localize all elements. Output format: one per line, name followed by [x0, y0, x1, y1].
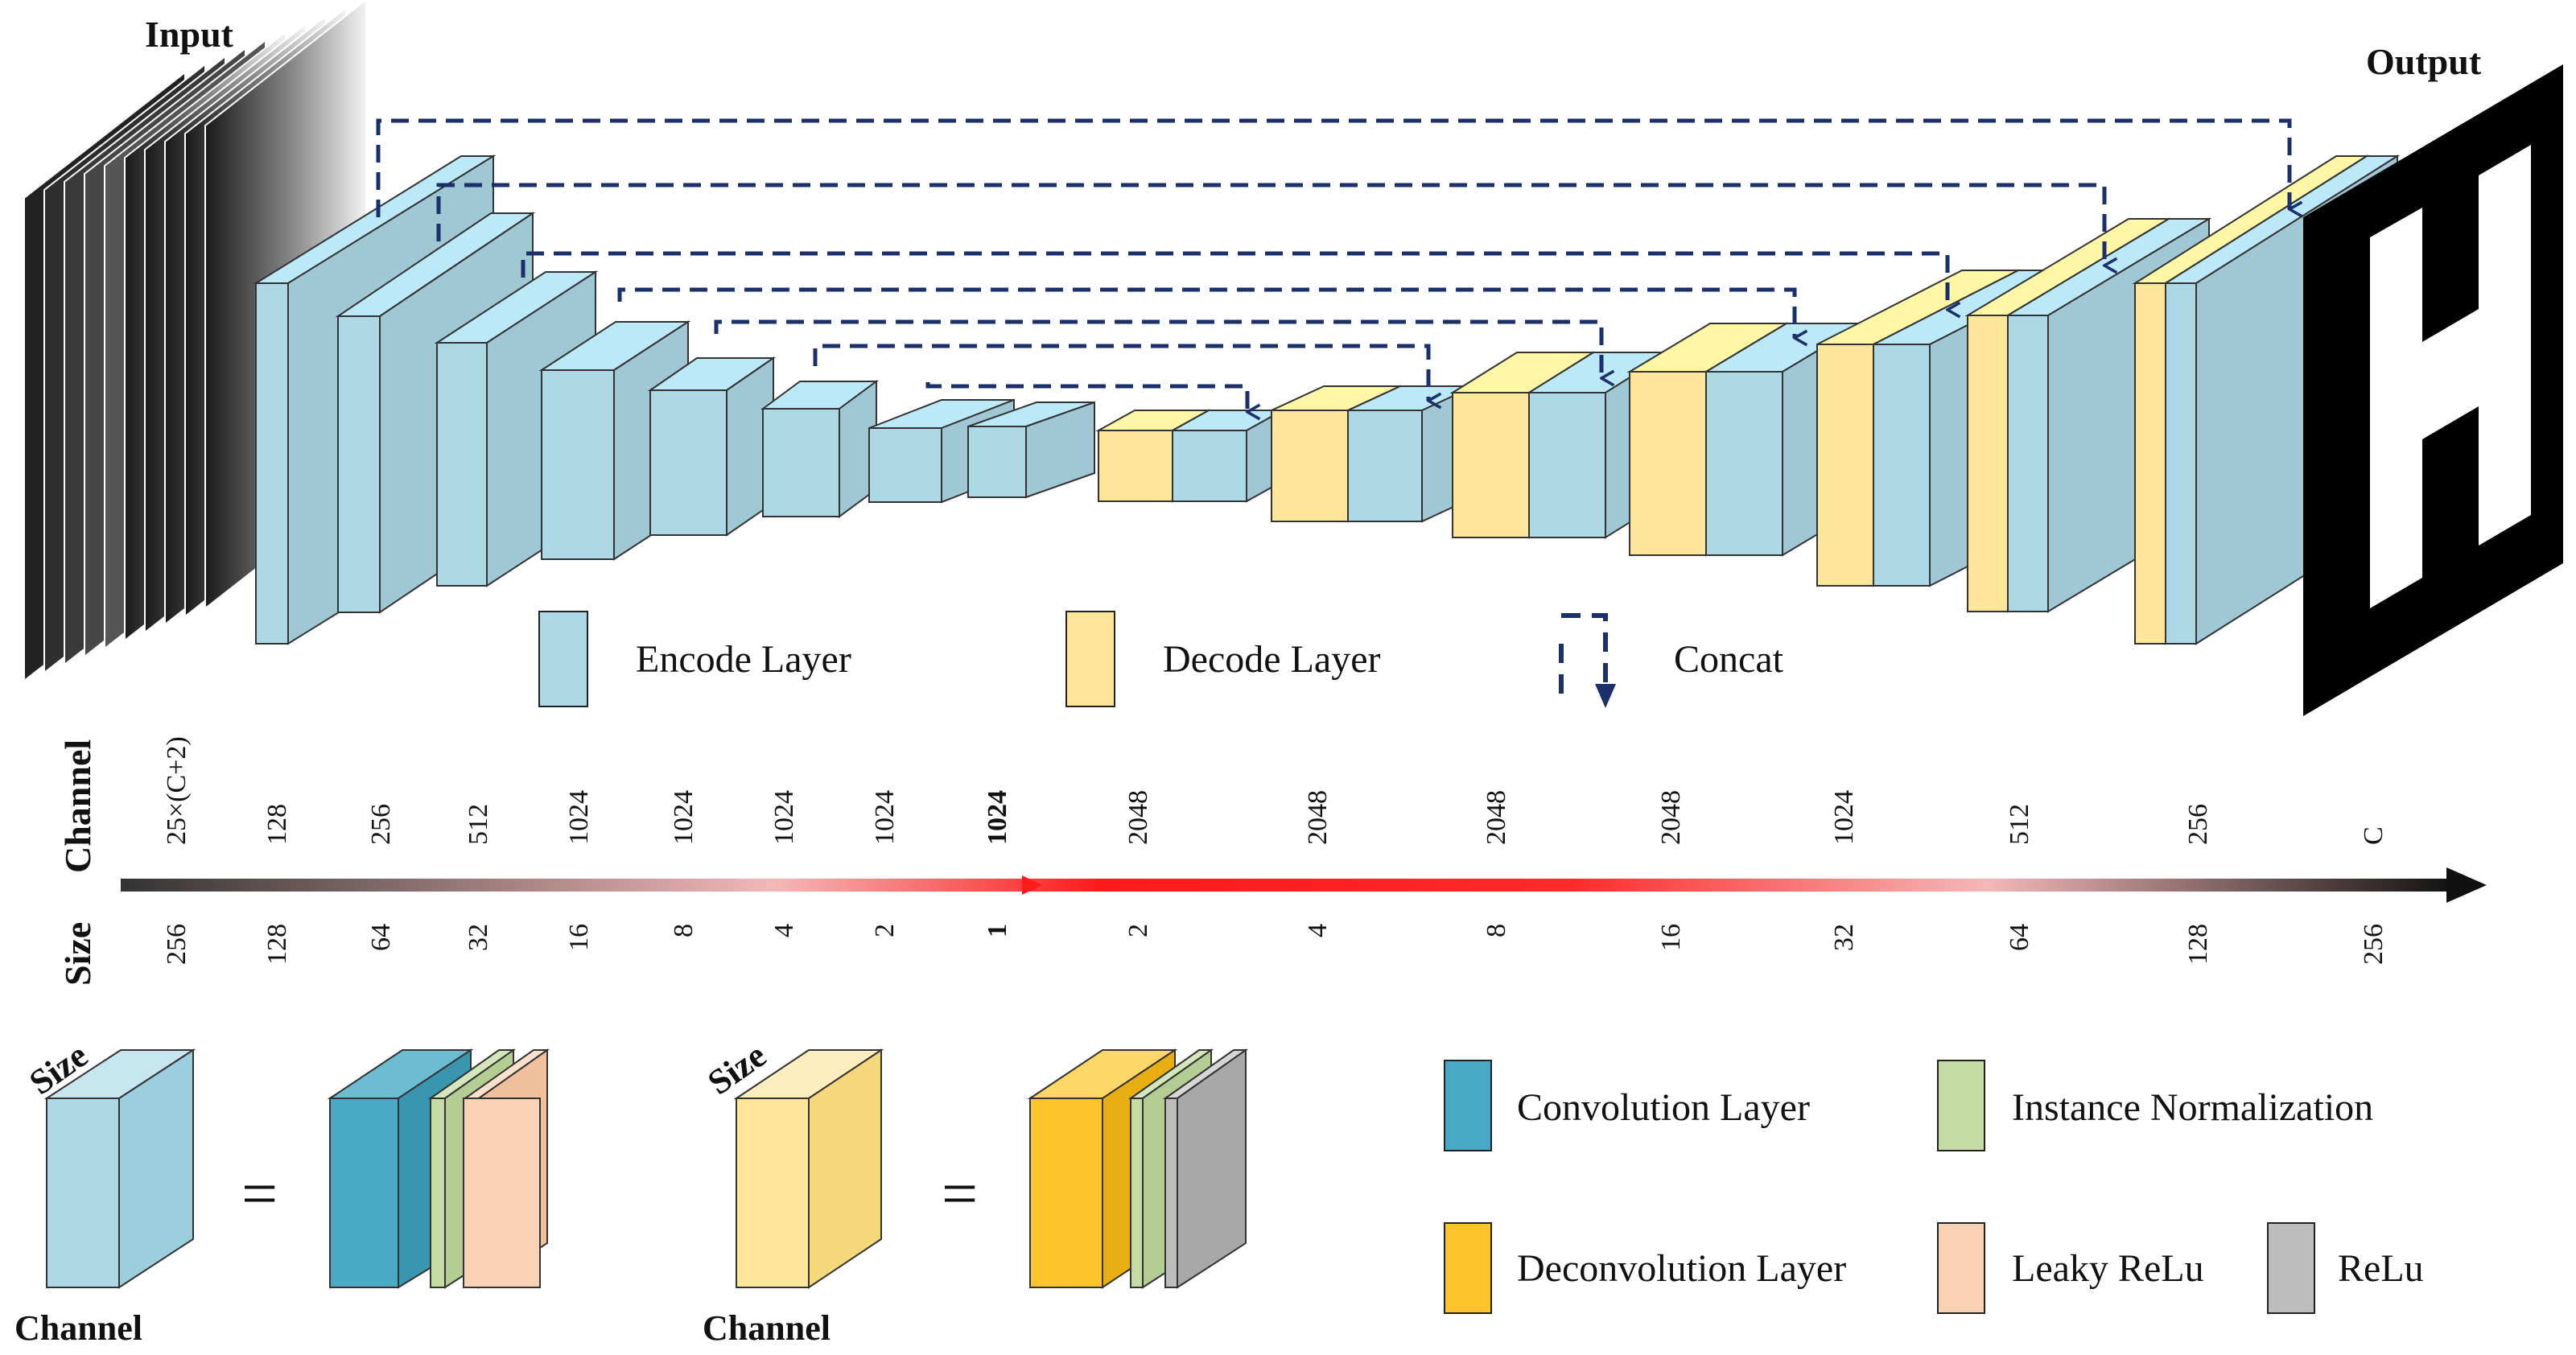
equals-sign-2: =: [942, 1159, 978, 1229]
output-image: [2303, 64, 2563, 716]
axis-arrowhead: [2446, 867, 2487, 903]
explain-decode-block: [736, 1098, 810, 1288]
legend-encode-label: Encode Layer: [636, 638, 851, 681]
legend-inorm-label: Instance Normalization: [2012, 1086, 2373, 1129]
concat-connection-1: [376, 118, 2290, 217]
encoder-block-6: [760, 380, 880, 518]
size-tick-8: 2: [870, 924, 900, 937]
concat-connection-5: [714, 319, 1601, 378]
output-h-shape: [2370, 145, 2531, 608]
explain-channel-label-2: Channel: [703, 1308, 831, 1348]
size-tick-14: 32: [1829, 924, 1859, 951]
channel-tick-10: 2048: [1123, 790, 1153, 845]
size-tick-3: 64: [366, 924, 396, 951]
explain-conv-block: [329, 1098, 399, 1288]
axis-bar: [121, 879, 2454, 892]
size-tick-4: 32: [464, 924, 493, 951]
channel-tick-3: 256: [366, 804, 396, 845]
legend-conv-swatch: [1444, 1060, 1492, 1151]
size-tick-11: 4: [1303, 924, 1333, 937]
explain-encode-block: [46, 1098, 120, 1288]
decoder-blue-1: [1169, 409, 1286, 503]
size-tick-15: 64: [2005, 924, 2034, 951]
concat-connection-2: [436, 183, 2104, 266]
channel-tick-17: C: [2359, 826, 2388, 845]
size-tick-17: 256: [2359, 924, 2388, 965]
axis-channel-label: Channel: [57, 739, 98, 873]
size-tick-13: 16: [1656, 924, 1686, 951]
channel-tick-9: 1024: [983, 790, 1012, 845]
channel-size-axis: Channel Size 25×(C+2) 128 256 512 1024 1024 10…: [57, 736, 2487, 986]
block-explanation: Size Channel = Size Channel =: [14, 1036, 1249, 1348]
size-tick-16: 128: [2183, 924, 2213, 965]
explain-channel-label-1: Channel: [14, 1308, 142, 1348]
size-tick-6: 8: [669, 924, 699, 937]
equals-sign-1: =: [241, 1159, 278, 1229]
encoder-block-5: [647, 356, 777, 537]
size-tick-12: 8: [1482, 924, 1511, 937]
legend-concat-label: Concat: [1674, 638, 1784, 681]
legend-bottom: Convolution Layer Instance Normalization…: [1444, 1060, 2424, 1314]
concat-connection-3: [521, 251, 1947, 310]
channel-tick-4: 512: [464, 804, 493, 845]
channel-tick-8: 1024: [870, 790, 900, 845]
channel-tick-11: 2048: [1303, 790, 1333, 845]
legend-conv-label: Convolution Layer: [1517, 1086, 1810, 1129]
channel-tick-13: 2048: [1656, 790, 1686, 845]
legend-encode-swatch: [538, 611, 588, 707]
size-tick-2: 128: [262, 924, 292, 965]
channel-tick-16: 256: [2183, 804, 2213, 845]
legend-lrelu-label: Leaky ReLu: [2012, 1247, 2204, 1290]
network-blocks: [253, 154, 2401, 645]
legend-decode-label: Decode Layer: [1163, 638, 1381, 681]
legend-deconv-swatch: [1444, 1222, 1492, 1314]
axis-size-label: Size: [57, 922, 98, 986]
size-tick-5: 16: [564, 924, 594, 951]
legend-concat-icon: [1561, 613, 1608, 700]
explain-relu-block: [1164, 1098, 1178, 1288]
legend-deconv-label: Deconvolution Layer: [1517, 1247, 1846, 1290]
legend-lrelu-swatch: [1937, 1222, 1985, 1314]
output-title: Output: [2366, 41, 2482, 82]
channel-tick-6: 1024: [669, 790, 699, 845]
size-tick-1: 256: [162, 924, 192, 965]
legend-inorm-swatch: [1937, 1060, 1985, 1151]
explain-inorm-block: [430, 1098, 446, 1288]
concat-connection-4: [617, 287, 1795, 338]
concat-connection-6: [813, 344, 1428, 401]
channel-tick-15: 512: [2005, 804, 2034, 845]
channel-tick-7: 1024: [769, 790, 799, 845]
legend-top: Encode Layer Decode Layer Concat: [538, 611, 1784, 708]
size-tick-7: 4: [769, 924, 799, 937]
explain-inorm-block-2: [1130, 1098, 1144, 1288]
explain-lrelu-block: [463, 1098, 541, 1288]
concat-connection-7: [925, 382, 1247, 412]
legend-relu-swatch: [2267, 1222, 2315, 1314]
explain-deconv-block: [1029, 1098, 1103, 1288]
encoder-block-8: [967, 401, 1095, 499]
legend-relu-label: ReLu: [2338, 1247, 2424, 1290]
channel-tick-12: 2048: [1482, 790, 1511, 845]
channel-tick-2: 128: [262, 804, 292, 845]
skip-connections: [376, 118, 2290, 412]
legend-decode-swatch: [1065, 611, 1115, 707]
channel-tick-5: 1024: [564, 790, 594, 845]
channel-tick-1: 25×(C+2): [162, 736, 192, 845]
size-tick-9: 1: [983, 924, 1012, 937]
channel-tick-14: 1024: [1829, 790, 1859, 845]
size-tick-10: 2: [1123, 924, 1153, 937]
input-title: Input: [145, 14, 234, 55]
